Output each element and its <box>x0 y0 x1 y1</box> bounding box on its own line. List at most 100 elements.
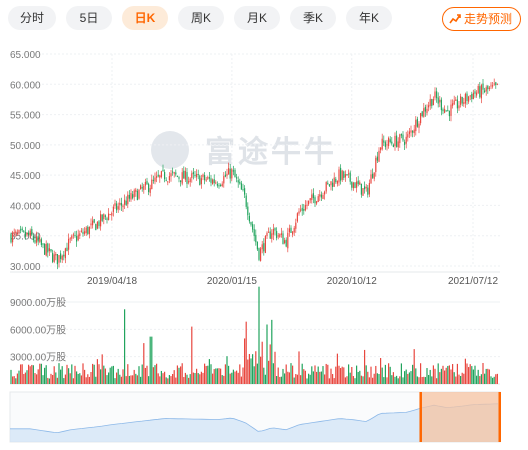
volume-bars <box>10 286 498 384</box>
candle-body <box>308 200 310 205</box>
volume-bar <box>335 366 337 384</box>
volume-bar <box>301 363 303 384</box>
volume-bar <box>388 363 390 384</box>
candle-body <box>456 99 458 109</box>
volume-bar <box>228 365 230 384</box>
volume-bar <box>348 364 350 384</box>
volume-bar <box>117 368 119 384</box>
volume-bar <box>74 365 76 384</box>
volume-bar <box>330 368 332 384</box>
candle-body <box>444 108 446 113</box>
volume-bar <box>344 377 346 384</box>
volume-bar <box>26 370 28 384</box>
volume-bar <box>61 366 63 384</box>
candle-body <box>210 178 212 183</box>
volume-bar <box>120 376 122 384</box>
volume-bar <box>300 375 302 384</box>
tab-monthly-k[interactable]: 月K <box>234 6 281 30</box>
volume-bar <box>420 363 422 384</box>
volume-bar <box>447 365 449 384</box>
volume-axis: 9000.00万股 6000.00万股 3000.00万股 <box>10 297 66 364</box>
candle-body <box>68 238 70 250</box>
volume-tick-label: 9000.00万股 <box>10 297 66 309</box>
volume-bar <box>496 373 498 384</box>
volume-bar <box>71 364 73 384</box>
volume-bar <box>164 371 166 384</box>
candle-body <box>391 141 393 144</box>
candle-body <box>151 179 153 190</box>
volume-bar <box>479 376 481 384</box>
tab-weekly-k[interactable]: 周K <box>178 6 225 30</box>
tab-quarterly-k[interactable]: 季K <box>290 6 337 30</box>
candle-body <box>29 230 31 237</box>
volume-bar <box>159 376 161 384</box>
candle-body <box>116 203 118 211</box>
candle-body <box>356 181 358 188</box>
date-tick-label: 2021/07/12 <box>448 276 498 287</box>
candle-body <box>360 183 362 195</box>
candle-body <box>316 201 318 204</box>
candle-body <box>396 135 398 147</box>
candle-body <box>202 174 204 178</box>
volume-bar <box>448 365 450 384</box>
volume-bar <box>151 336 153 384</box>
candle-body <box>237 180 239 183</box>
volume-bar <box>250 358 252 384</box>
price-tick-label: 50.000 <box>10 141 41 152</box>
candle-body <box>261 244 263 250</box>
candle-body <box>418 123 420 128</box>
candle-body <box>287 232 289 249</box>
volume-bar <box>200 371 202 384</box>
candle-body <box>180 180 182 182</box>
candle-body <box>76 236 78 242</box>
candle-body <box>196 173 198 178</box>
candle-body <box>400 133 402 136</box>
candle-body <box>112 206 114 212</box>
volume-bar <box>354 378 356 384</box>
volume-bar <box>253 366 255 384</box>
volume-bar <box>404 371 406 384</box>
candle-body <box>264 236 266 253</box>
volume-bar <box>64 374 66 384</box>
volume-bar <box>314 365 316 384</box>
candle-body <box>378 150 380 162</box>
volume-bar <box>432 365 434 384</box>
candle-body <box>295 222 297 229</box>
volume-bar <box>325 363 327 384</box>
volume-bar <box>485 368 487 384</box>
volume-bar <box>392 372 394 384</box>
volume-bar <box>87 374 89 384</box>
candle-body <box>234 169 236 178</box>
candle-body <box>269 231 271 239</box>
trend-forecast-button[interactable]: 走势预测 <box>441 7 521 31</box>
candle-body <box>368 183 370 195</box>
volume-bar <box>154 365 156 384</box>
volume-bar <box>461 372 463 384</box>
candle-body <box>170 173 172 177</box>
candle-body <box>172 171 174 173</box>
volume-bar <box>293 377 295 384</box>
volume-bar <box>410 371 412 384</box>
volume-bar <box>229 373 231 384</box>
candle-body <box>231 169 233 179</box>
candle-body <box>416 118 418 127</box>
volume-bar <box>312 371 314 384</box>
candle-body <box>375 157 377 173</box>
volume-bar <box>10 369 12 384</box>
volume-bar <box>162 373 164 384</box>
tab-daily-k[interactable]: 日K <box>122 6 169 30</box>
candle-body <box>420 113 422 124</box>
volume-bar <box>370 366 372 384</box>
tab-intraday[interactable]: 分时 <box>8 6 57 30</box>
volume-bar <box>383 377 385 384</box>
range-navigator[interactable] <box>9 391 501 443</box>
candle-body <box>429 99 431 106</box>
volume-bar <box>284 373 286 384</box>
candle-body <box>58 255 60 263</box>
watermark: 富途牛牛 <box>151 131 334 170</box>
tab-yearly-k[interactable]: 年K <box>346 6 393 30</box>
volume-bar <box>306 378 308 384</box>
tab-5day[interactable]: 5日 <box>66 6 113 30</box>
candle-body <box>245 195 247 207</box>
candle-body <box>82 231 84 234</box>
